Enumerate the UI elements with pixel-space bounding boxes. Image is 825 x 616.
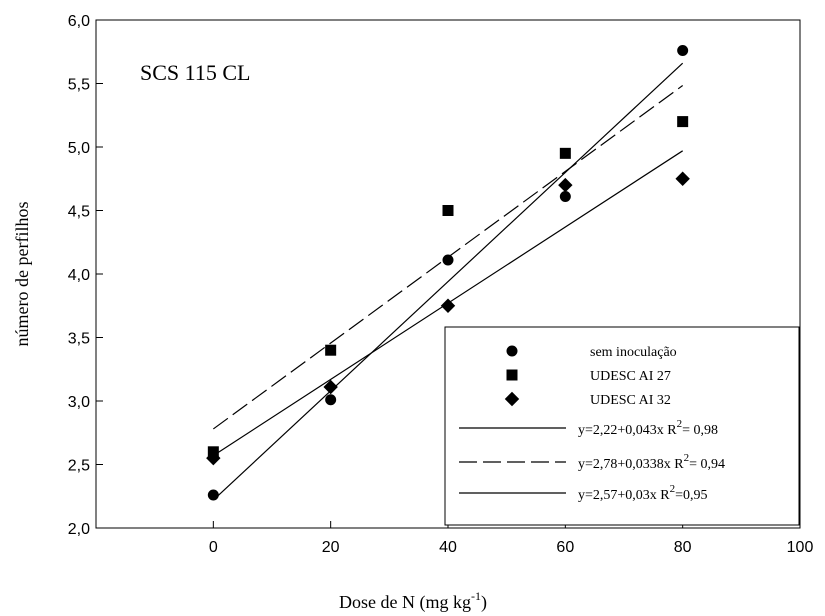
y-tick-label: 2,0 xyxy=(68,521,90,538)
circle-marker xyxy=(325,394,337,406)
x-tick-label: 80 xyxy=(674,539,692,556)
x-tick-label: 100 xyxy=(787,539,814,556)
legend-diamond-symbol xyxy=(504,391,520,407)
legend-label: UDESC AI 27 xyxy=(590,369,671,384)
x-tick-label: 0 xyxy=(209,539,218,556)
square-marker xyxy=(559,147,571,159)
diamond-marker xyxy=(558,177,573,193)
y-axis-title: número de perfilhos xyxy=(12,202,32,347)
legend-equation: y=2,57+0,03x R2=0,95 xyxy=(578,483,708,503)
y-tick-label: 4,5 xyxy=(68,204,90,221)
square-marker xyxy=(325,344,337,356)
y-tick-label: 3,0 xyxy=(68,394,90,411)
data-markers xyxy=(206,44,690,501)
legend-equation: y=2,22+0,043x R2= 0,98 xyxy=(578,418,718,438)
y-tick-label: 5,0 xyxy=(68,140,90,157)
square-marker xyxy=(442,205,454,216)
circle-marker xyxy=(559,191,571,203)
x-tick-label: 20 xyxy=(322,539,340,556)
circle-marker xyxy=(442,254,454,266)
diamond-marker xyxy=(675,171,690,186)
x-axis: 0 20 40 60 80 100 xyxy=(209,521,814,556)
legend-square-symbol xyxy=(506,369,518,381)
legend-circle-symbol xyxy=(506,345,518,357)
y-tick-label: 5,5 xyxy=(68,77,90,94)
chart-annotation: SCS 115 CL xyxy=(140,60,250,85)
x-tick-label: 40 xyxy=(439,539,457,556)
circle-marker xyxy=(207,489,219,501)
diamond-marker xyxy=(323,379,338,395)
legend-equation: y=2,78+0,0338x R2= 0,94 xyxy=(578,452,725,472)
y-tick-label: 6,0 xyxy=(68,13,90,30)
legend-label: sem inoculação xyxy=(590,345,677,360)
diamond-marker xyxy=(440,298,456,313)
legend: sem inoculação UDESC AI 27 UDESC AI 32 y=2,… xyxy=(444,326,800,526)
legend-label: UDESC AI 32 xyxy=(590,393,671,408)
y-tick-label: 4,0 xyxy=(68,267,90,284)
x-tick-label: 60 xyxy=(556,539,574,556)
y-tick-label: 2,5 xyxy=(68,458,90,475)
x-axis-title: Dose de N (mg kg-1) xyxy=(339,589,487,613)
y-tick-label: 3,5 xyxy=(68,331,90,348)
y-axis: 2,0 2,5 3,0 3,5 4,0 4,5 5,0 5,5 6,0 xyxy=(68,13,103,538)
circle-marker xyxy=(677,44,689,56)
fit-line-1 xyxy=(212,62,684,501)
square-marker xyxy=(677,116,689,128)
legend-box xyxy=(444,326,800,526)
diamond-marker xyxy=(206,450,221,466)
